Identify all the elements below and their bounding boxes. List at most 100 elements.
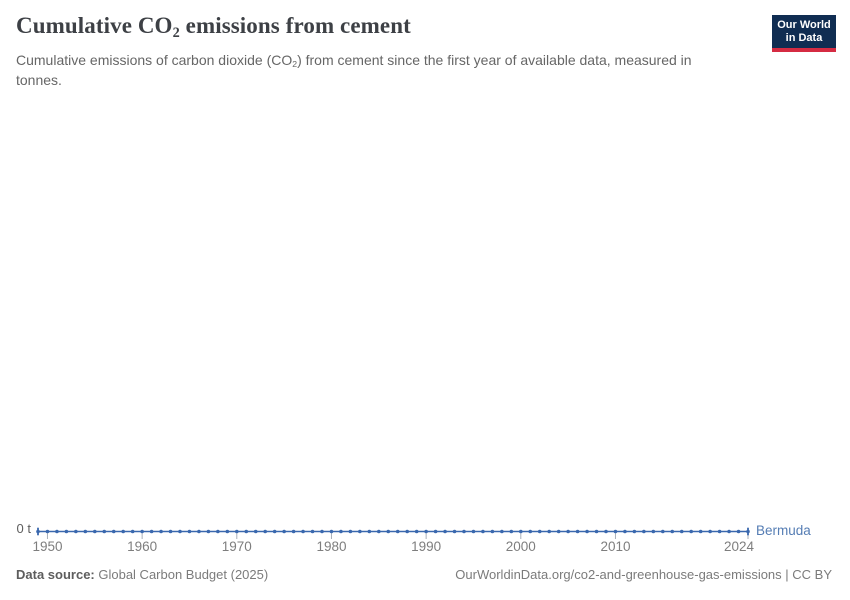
data-point-1994[interactable] <box>462 529 466 534</box>
x-axis-tick-label: 1980 <box>316 539 346 554</box>
data-point-2020[interactable] <box>708 529 712 534</box>
data-point-2016[interactable] <box>670 529 675 534</box>
data-point-2023[interactable] <box>736 529 741 534</box>
data-point-2015[interactable] <box>661 529 665 534</box>
series-label-bermuda[interactable]: Bermuda <box>756 523 811 538</box>
data-point-1958[interactable] <box>121 529 125 534</box>
footer-attribution-link[interactable]: OurWorldinData.org/co2-and-greenhouse-ga… <box>455 567 832 582</box>
data-point-1981[interactable] <box>339 529 343 534</box>
footer-data-source: Data source: Global Carbon Budget (2025) <box>16 567 268 582</box>
data-point-1975[interactable] <box>282 529 286 534</box>
x-axis-tick-label: 1960 <box>127 539 157 554</box>
data-point-1956[interactable] <box>102 529 107 534</box>
data-point-1980[interactable] <box>329 529 334 534</box>
data-point-1949[interactable] <box>36 529 40 534</box>
data-point-1995[interactable] <box>471 529 476 534</box>
data-point-1990[interactable] <box>424 529 428 534</box>
data-point-2007[interactable] <box>585 529 589 534</box>
data-source-label: Data source: <box>16 567 95 582</box>
data-point-2004[interactable] <box>556 529 561 534</box>
data-point-2005[interactable] <box>566 529 570 534</box>
data-point-1999[interactable] <box>509 529 514 534</box>
x-axis-tick-label: 2010 <box>600 539 630 554</box>
data-point-1996[interactable] <box>481 529 485 534</box>
x-axis-tick-label: 1970 <box>222 539 252 554</box>
data-point-1967[interactable] <box>206 529 211 534</box>
data-point-1973[interactable] <box>263 529 268 534</box>
owid-logo[interactable]: Our World in Data <box>772 15 836 52</box>
data-point-2014[interactable] <box>651 529 656 534</box>
data-point-2002[interactable] <box>537 529 542 534</box>
data-point-1978[interactable] <box>310 529 315 534</box>
data-point-1955[interactable] <box>93 529 97 534</box>
chart-subtitle-text: Cumulative emissions of carbon dioxide (… <box>16 52 293 68</box>
data-point-2013[interactable] <box>642 529 646 534</box>
chart-title-text: emissions from cement <box>179 13 411 38</box>
data-point-1982[interactable] <box>348 529 353 534</box>
data-point-2011[interactable] <box>623 529 627 534</box>
data-point-2010[interactable] <box>613 529 618 534</box>
data-point-2001[interactable] <box>528 529 533 534</box>
data-point-2012[interactable] <box>632 529 637 534</box>
data-point-1964[interactable] <box>178 529 182 534</box>
y-axis-zero-label: 0 t <box>16 521 31 536</box>
x-axis-tick-label: 1990 <box>411 539 441 554</box>
data-point-1963[interactable] <box>168 529 173 534</box>
data-point-1987[interactable] <box>395 529 400 534</box>
data-point-2022[interactable] <box>727 529 731 534</box>
data-point-1979[interactable] <box>320 529 324 534</box>
data-point-1998[interactable] <box>500 529 504 534</box>
data-point-1977[interactable] <box>301 529 305 534</box>
data-point-1960[interactable] <box>140 529 144 534</box>
data-point-1986[interactable] <box>386 529 391 534</box>
chart-subtitle-text: ) from cement since the first year of av… <box>16 52 692 88</box>
data-point-1985[interactable] <box>377 529 381 534</box>
data-point-1976[interactable] <box>291 529 296 534</box>
data-point-1951[interactable] <box>55 529 59 534</box>
data-point-1997[interactable] <box>490 529 495 534</box>
data-point-2019[interactable] <box>698 529 703 534</box>
data-point-2003[interactable] <box>547 529 551 534</box>
data-point-2018[interactable] <box>689 529 693 534</box>
data-point-1952[interactable] <box>64 529 69 534</box>
data-point-1961[interactable] <box>149 529 154 534</box>
data-point-2017[interactable] <box>679 529 684 534</box>
data-point-1992[interactable] <box>443 529 447 534</box>
data-point-1972[interactable] <box>253 529 258 534</box>
data-point-2000[interactable] <box>519 529 523 534</box>
data-source-value: Global Carbon Budget (2025) <box>94 567 269 582</box>
data-point-1969[interactable] <box>225 529 230 534</box>
data-point-1983[interactable] <box>358 529 362 534</box>
owid-logo-line2: in Data <box>785 32 823 44</box>
data-point-1950[interactable] <box>45 529 50 534</box>
data-point-2009[interactable] <box>604 529 608 534</box>
data-point-2008[interactable] <box>594 529 599 534</box>
chart-title: Cumulative CO2 emissions from cement <box>16 13 411 41</box>
data-point-1988[interactable] <box>405 529 410 534</box>
owid-logo-text: Our World in Data <box>772 15 836 48</box>
chart-subtitle: Cumulative emissions of carbon dioxide (… <box>16 52 740 89</box>
data-point-1970[interactable] <box>235 529 239 534</box>
data-point-2006[interactable] <box>575 529 580 534</box>
data-point-1968[interactable] <box>216 529 220 534</box>
x-axis-tick-label: 1950 <box>32 539 62 554</box>
chart-title-subscript: 2 <box>172 24 180 41</box>
data-point-1991[interactable] <box>433 529 438 534</box>
data-point-1971[interactable] <box>244 529 249 534</box>
data-point-1959[interactable] <box>130 529 135 534</box>
data-point-1957[interactable] <box>111 529 116 534</box>
data-point-1962[interactable] <box>159 529 163 534</box>
data-point-1974[interactable] <box>272 529 277 534</box>
data-point-1954[interactable] <box>83 529 88 534</box>
data-point-1966[interactable] <box>197 529 201 534</box>
data-point-2024[interactable] <box>746 529 750 534</box>
data-point-1984[interactable] <box>367 529 372 534</box>
data-point-1993[interactable] <box>452 529 457 534</box>
data-point-1965[interactable] <box>187 529 192 534</box>
data-point-1953[interactable] <box>74 529 78 534</box>
data-point-1989[interactable] <box>414 529 419 534</box>
chart-title-text: Cumulative CO <box>16 13 173 38</box>
data-point-2021[interactable] <box>717 529 722 534</box>
